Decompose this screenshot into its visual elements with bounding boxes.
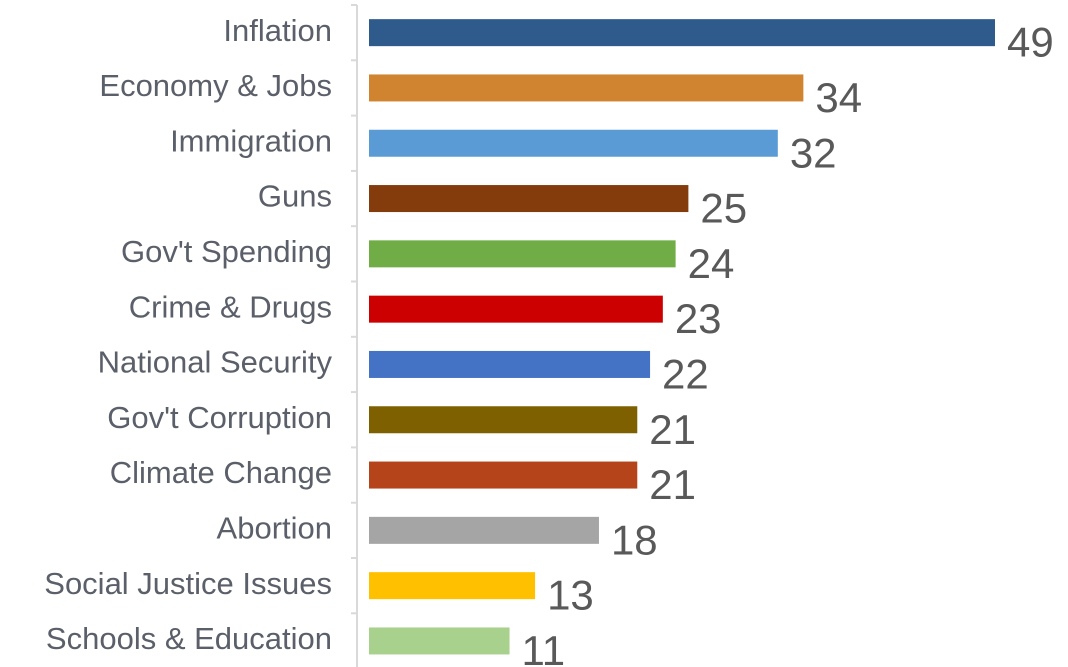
- category-label: Crime & Drugs: [129, 289, 332, 324]
- category-label: Inflation: [223, 13, 332, 48]
- data-label: 23: [675, 295, 722, 342]
- bar: [369, 295, 663, 323]
- data-label: 24: [688, 240, 735, 287]
- data-label: 49: [1007, 19, 1054, 66]
- bar: [369, 406, 638, 434]
- data-label: 21: [649, 406, 696, 453]
- data-label: 11: [522, 627, 566, 667]
- category-label: Guns: [258, 179, 332, 214]
- data-label: 18: [611, 516, 658, 563]
- data-label: 34: [815, 74, 862, 121]
- category-label: Economy & Jobs: [99, 68, 332, 103]
- bar: [369, 572, 536, 600]
- bar: [369, 627, 510, 655]
- data-label: 25: [700, 185, 747, 232]
- data-label: 22: [662, 351, 709, 398]
- bar: [369, 461, 638, 489]
- bar: [369, 516, 599, 544]
- bar: [369, 240, 676, 268]
- category-label: Gov't Corruption: [107, 400, 332, 435]
- data-label: 13: [547, 572, 594, 619]
- bar: [369, 74, 804, 102]
- bar: [369, 185, 689, 213]
- bar: [369, 129, 778, 157]
- data-label: 32: [790, 129, 837, 176]
- category-label: Immigration: [170, 123, 332, 158]
- bar: [369, 350, 651, 378]
- category-label: Schools & Education: [46, 621, 332, 656]
- category-label: Gov't Spending: [121, 234, 332, 269]
- data-label: 21: [649, 461, 696, 508]
- category-label: Climate Change: [110, 455, 332, 490]
- category-label: Abortion: [217, 511, 332, 546]
- category-label: National Security: [98, 345, 333, 380]
- category-label: Social Justice Issues: [44, 566, 332, 601]
- bar: [369, 19, 995, 47]
